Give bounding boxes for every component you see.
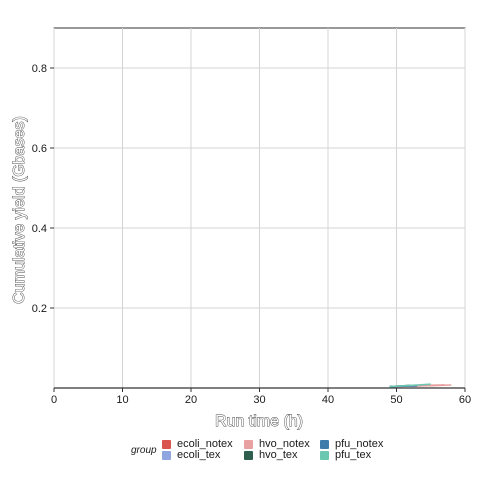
x-tick-label: 0 <box>51 394 57 406</box>
x-tick-label: 50 <box>390 394 402 406</box>
y-tick-label: 0.2 <box>32 303 47 315</box>
legend-title: group <box>131 445 157 456</box>
legend-key <box>320 450 329 460</box>
y-tick-label: 0.8 <box>32 63 47 75</box>
y-axis: 0.2 0.4 0.6 0.8 <box>32 63 54 315</box>
x-axis-title: Run time (h) <box>215 413 303 430</box>
series-line-pfu_tex <box>389 383 431 388</box>
legend-item-ecoli_tex: ecoli_tex <box>162 449 220 461</box>
grid <box>53 28 466 389</box>
legend-label: hvo_notex <box>259 438 310 450</box>
legend-key <box>162 439 171 449</box>
x-axis: 0 10 20 30 40 50 60 <box>51 388 471 406</box>
legend-item-hvo_notex: hvo_notex <box>244 438 310 450</box>
legend-key <box>320 439 329 449</box>
x-tick-label: 60 <box>459 394 471 406</box>
legend-key <box>162 450 171 460</box>
legend-label: ecoli_notex <box>177 438 233 450</box>
legend-item-pfu_notex: pfu_notex <box>320 438 383 450</box>
x-tick-label: 40 <box>322 394 334 406</box>
y-tick-label: 0.4 <box>32 223 47 235</box>
legend-item-hvo_tex: hvo_tex <box>244 449 298 461</box>
legend-key <box>244 450 253 460</box>
y-axis-title: Cumulative yield (Gbases) <box>11 116 28 304</box>
legend-item-ecoli_notex: ecoli_notex <box>162 438 233 450</box>
legend-label: pfu_notex <box>335 438 384 450</box>
legend-label: pfu_tex <box>335 449 372 461</box>
series-layer <box>389 383 452 388</box>
legend-item-pfu_tex: pfu_tex <box>320 449 371 461</box>
x-tick-label: 30 <box>253 394 265 406</box>
x-tick-label: 20 <box>185 394 197 406</box>
legend-label: hvo_tex <box>259 449 298 461</box>
x-tick-label: 10 <box>116 394 128 406</box>
y-tick-label: 0.6 <box>32 143 47 155</box>
legend-key <box>244 439 253 449</box>
legend-label: ecoli_tex <box>177 449 221 461</box>
